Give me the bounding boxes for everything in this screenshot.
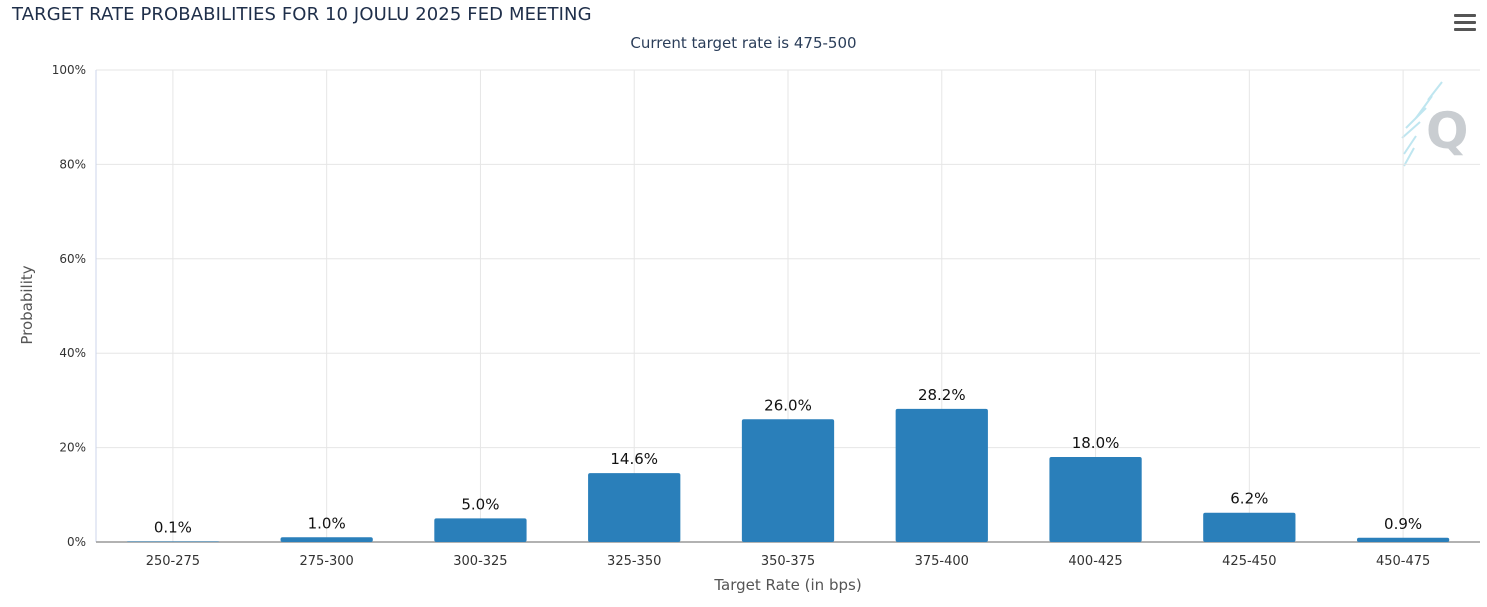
hamburger-menu-icon[interactable] — [1452, 14, 1478, 36]
x-tick-label: 375-400 — [915, 554, 969, 569]
data-label: 14.6% — [610, 450, 658, 468]
bar-375-400[interactable] — [895, 408, 988, 542]
y-tick-label: 40% — [59, 346, 86, 360]
y-axis-label: Probability — [18, 265, 36, 344]
x-tick-label: 300-325 — [453, 554, 507, 569]
data-label: 6.2% — [1230, 490, 1268, 508]
x-tick-label: 350-375 — [761, 554, 815, 569]
data-label: 1.0% — [308, 514, 346, 532]
bar-350-375[interactable] — [741, 419, 835, 542]
data-label: 28.2% — [918, 386, 966, 404]
bar-275-300[interactable] — [280, 537, 373, 542]
bar-250-275[interactable] — [126, 541, 220, 543]
svg-text:Q: Q — [1426, 102, 1469, 160]
x-tick-label: 275-300 — [300, 554, 354, 569]
x-tick-label: 400-425 — [1068, 554, 1122, 569]
data-label: 5.0% — [461, 495, 499, 513]
y-tick-label: 0% — [67, 535, 86, 549]
bar-325-350[interactable] — [588, 473, 681, 542]
y-tick-label: 20% — [59, 441, 86, 455]
data-label: 26.0% — [764, 396, 812, 414]
x-tick-label: 425-450 — [1222, 554, 1276, 569]
bar-400-425[interactable] — [1049, 457, 1142, 542]
x-tick-label: 325-350 — [607, 554, 661, 569]
chart-subtitle: Current target rate is 475-500 — [630, 34, 857, 52]
x-tick-label: 450-475 — [1376, 554, 1430, 569]
data-label: 18.0% — [1072, 434, 1120, 452]
data-label: 0.9% — [1384, 515, 1422, 533]
chart-title: TARGET RATE PROBABILITIES FOR 10 JOULU 2… — [12, 4, 592, 25]
bar-450-475[interactable] — [1356, 537, 1450, 542]
q-logo-icon: Q — [1401, 81, 1469, 167]
y-tick-label: 60% — [59, 252, 86, 266]
data-label: 0.1% — [154, 519, 192, 537]
x-axis-label: Target Rate (in bps) — [713, 576, 861, 594]
y-tick-label: 80% — [59, 157, 86, 171]
bar-425-450[interactable] — [1203, 512, 1296, 542]
y-tick-label: 100% — [52, 63, 86, 77]
x-tick-label: 250-275 — [146, 554, 200, 569]
bar-300-325[interactable] — [434, 518, 527, 542]
